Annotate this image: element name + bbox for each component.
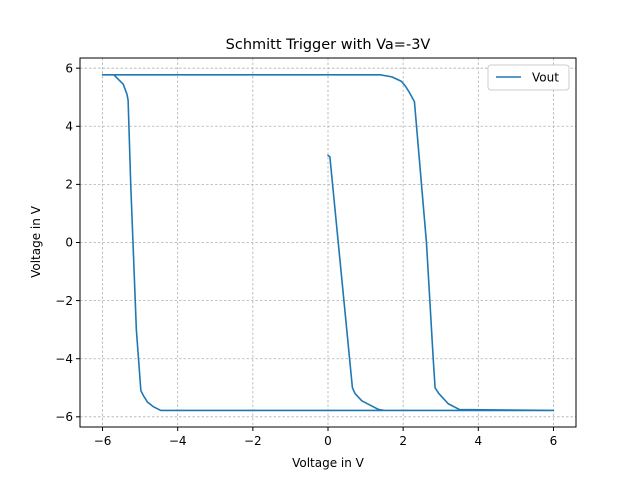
x-tick-label: −2 bbox=[244, 434, 262, 448]
x-tick-label: 4 bbox=[474, 434, 482, 448]
x-tick-label: −6 bbox=[94, 434, 112, 448]
y-tick-label: 2 bbox=[65, 178, 73, 192]
x-tick-label: 0 bbox=[324, 434, 332, 448]
legend: Vout bbox=[487, 64, 570, 91]
y-tick-label: −4 bbox=[55, 352, 73, 366]
x-tick-label: −4 bbox=[169, 434, 187, 448]
series-line-vout bbox=[101, 74, 555, 412]
x-axis-label: Voltage in V bbox=[292, 456, 365, 470]
y-axis-label: Voltage in V bbox=[29, 205, 43, 278]
chart-title: Schmitt Trigger with Va=-3V bbox=[226, 37, 431, 53]
y-tick-label: 4 bbox=[65, 119, 73, 133]
ticks: −6 −4 −2 0 2 4 6 −6 −4 −2 0 2 4 6 bbox=[55, 61, 557, 448]
legend-box bbox=[487, 64, 570, 91]
x-tick-label: 2 bbox=[399, 434, 407, 448]
series-layer bbox=[101, 74, 555, 412]
grid bbox=[80, 58, 576, 427]
y-tick-label: −6 bbox=[55, 410, 73, 424]
y-tick-label: 6 bbox=[65, 61, 73, 75]
y-tick-label: −2 bbox=[55, 294, 73, 308]
x-tick-label: 6 bbox=[550, 434, 558, 448]
y-tick-label: 0 bbox=[65, 236, 73, 250]
legend-label-vout: Vout bbox=[532, 71, 559, 85]
